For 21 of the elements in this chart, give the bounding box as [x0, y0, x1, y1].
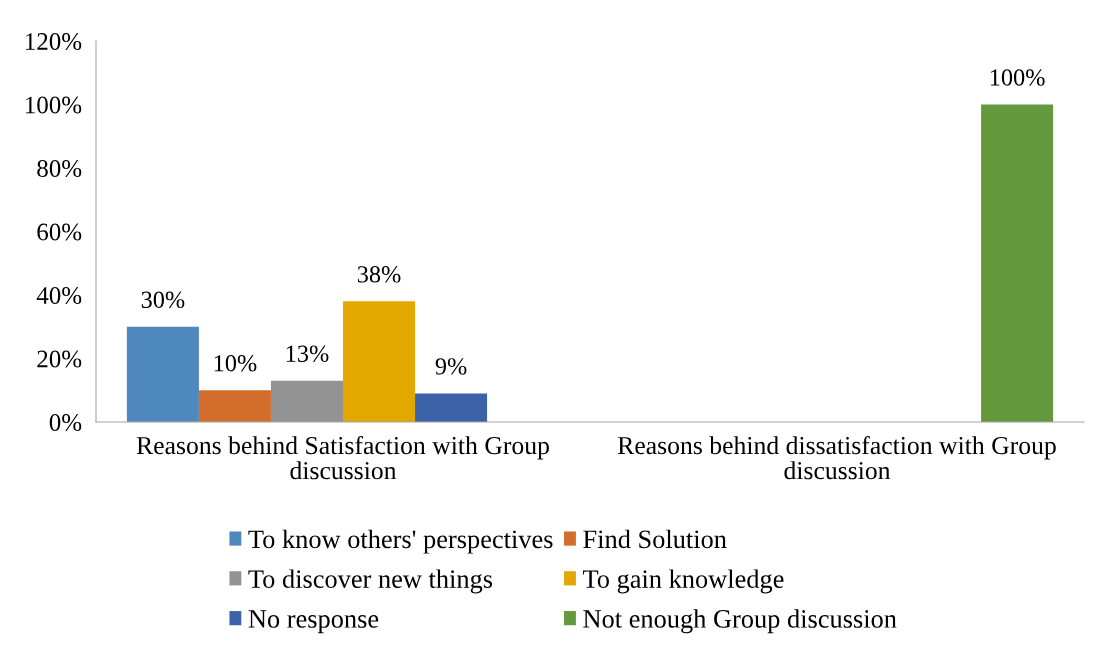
y-tick-label: 20% — [37, 350, 82, 368]
data-label: 10% — [214, 355, 257, 372]
data-label: 13% — [286, 345, 329, 362]
legend-label: To discover new things — [248, 569, 493, 594]
legend-label: Find Solution — [583, 529, 727, 549]
y-tick-label: 100% — [25, 96, 82, 114]
data-label: 38% — [357, 266, 401, 283]
data-label: 100% — [990, 69, 1045, 86]
legend-label: No response — [248, 610, 379, 634]
legend-label: To gain knowledge — [582, 569, 784, 594]
legend-label: Not enough Group discussion — [583, 609, 897, 634]
y-tick-label: 80% — [37, 160, 82, 177]
data-label: 9% — [435, 358, 467, 375]
data-label: 30% — [141, 291, 185, 308]
y-tick-label: 60% — [37, 223, 82, 241]
y-tick-label: 120% — [25, 33, 82, 50]
y-tick-label: 40% — [36, 287, 82, 304]
x-tick-label: Reasons behind Satisfaction with Group discussion — [136, 435, 549, 480]
y-tick-label: 0% — [49, 414, 82, 431]
legend-label: To know others' perspectives — [248, 529, 553, 554]
x-tick-label: Reasons behind dissatisfaction with Group discussion — [617, 435, 1056, 480]
